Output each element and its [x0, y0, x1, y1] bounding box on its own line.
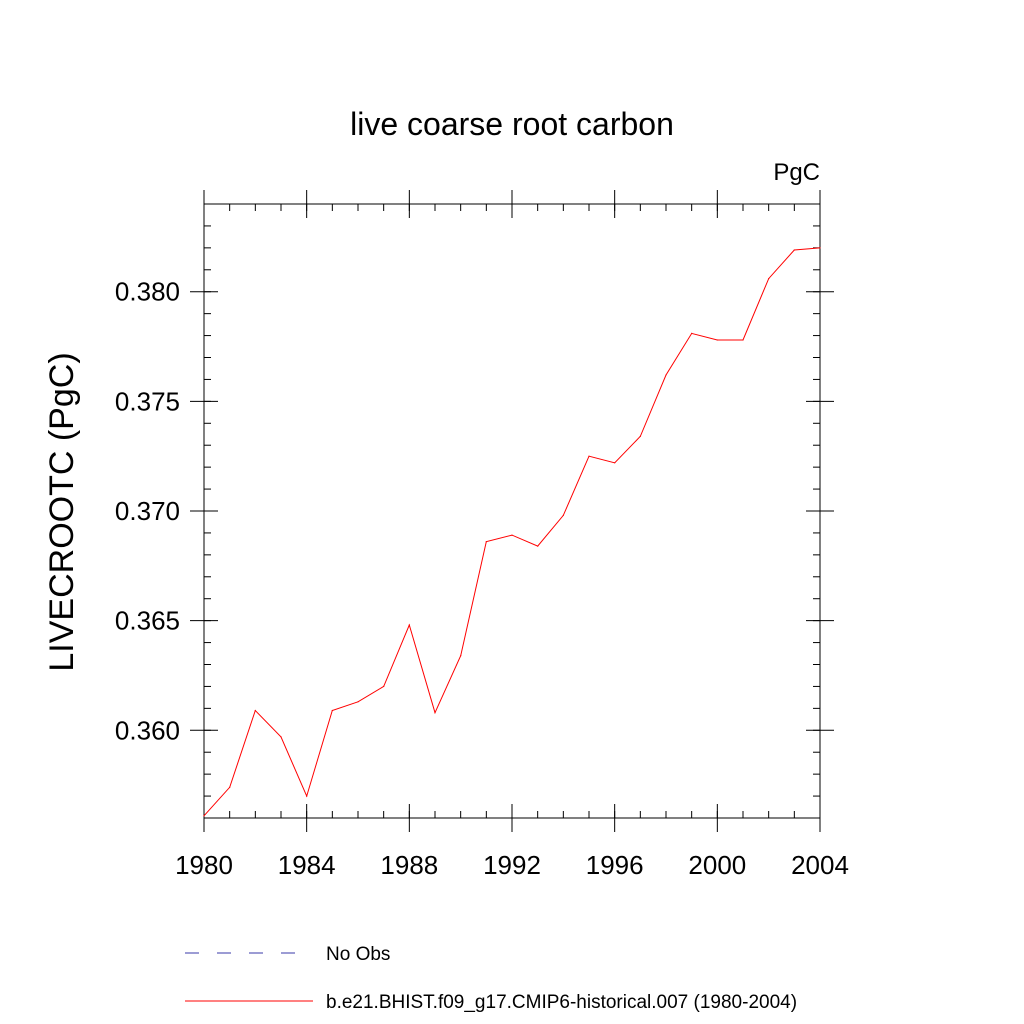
x-tick-label: 1988: [380, 850, 438, 880]
x-tick-label: 2004: [791, 850, 849, 880]
x-tick-label: 1996: [586, 850, 644, 880]
series-point: [254, 709, 256, 712]
series-point: [331, 709, 333, 712]
y-tick-label: 0.370: [115, 496, 180, 526]
legend-item-model-run: b.e21.BHIST.f09_g17.CMIP6-historical.007…: [185, 992, 797, 1013]
series-point: [485, 541, 487, 543]
x-tick-labels: 1980 1984 1988 1992 1996 2000 2004: [175, 850, 849, 880]
series-point: [614, 462, 616, 464]
x-tick-label: 1984: [278, 850, 336, 880]
series-point: [383, 685, 385, 688]
y-tick-label: 0.375: [115, 386, 180, 416]
y-tick-label: 0.360: [115, 715, 180, 745]
series-point: [434, 712, 436, 714]
series-point: [562, 514, 564, 517]
x-tick-label: 1992: [483, 850, 541, 880]
major-ticks: [190, 190, 834, 832]
series-point: [793, 249, 795, 251]
series-group: [203, 247, 821, 817]
series-point: [665, 374, 667, 376]
y-tick-labels: 0.360 0.365 0.370 0.375 0.380: [115, 277, 180, 746]
y-tick-label: 0.365: [115, 606, 180, 636]
series-point: [229, 786, 231, 788]
series-point: [716, 339, 718, 341]
series-point: [357, 701, 359, 703]
series-point: [742, 339, 744, 341]
series-point: [768, 278, 770, 280]
series-line-1: [203, 247, 821, 817]
plot-frame: [203, 203, 821, 819]
chart-title: live coarse root carbon: [350, 106, 674, 142]
series-point: [537, 545, 539, 547]
y-tick-label: 0.380: [115, 277, 180, 307]
x-tick-label: 1980: [175, 850, 233, 880]
series-point: [203, 815, 205, 817]
series-point: [691, 332, 693, 334]
legend-label-no-obs: No Obs: [326, 944, 390, 965]
y-axis-label: LIVECROOTC (PgC): [43, 352, 81, 671]
legend-item-no-obs: No Obs: [185, 944, 390, 965]
legend: No Obs b.e21.BHIST.f09_g17.CMIP6-histori…: [185, 944, 797, 1013]
minor-ticks: [203, 203, 821, 819]
series-point: [819, 247, 821, 249]
series-point: [408, 624, 410, 626]
x-tick-label: 2000: [688, 850, 746, 880]
series-point: [639, 435, 641, 437]
legend-label-model-run: b.e21.BHIST.f09_g17.CMIP6-historical.007…: [326, 992, 797, 1013]
series-point: [280, 736, 282, 738]
units-label: PgC: [773, 159, 820, 186]
series-point: [588, 455, 590, 457]
series-point: [306, 795, 308, 797]
series-point: [511, 534, 513, 536]
series-point: [460, 655, 462, 657]
plot-area: 1980 1984 1988 1992 1996 2000 2004 0.3600.3650…: [115, 190, 849, 880]
